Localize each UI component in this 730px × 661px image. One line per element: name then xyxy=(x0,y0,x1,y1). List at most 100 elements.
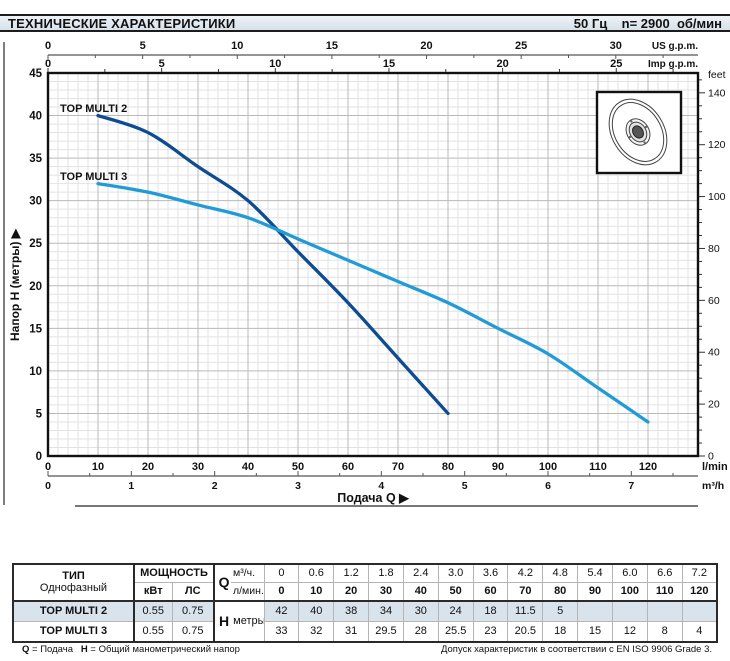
lmin-value: 0 xyxy=(263,582,300,602)
head-m-tick-label: 25 xyxy=(29,238,42,250)
lmin-value: 120 xyxy=(681,582,718,602)
lmin-axis: 0 10 20 30 40 50 60 70 80 90 100 110 120 l/min xyxy=(45,461,728,473)
head-value xyxy=(646,600,683,622)
feet-tick-label: 0 xyxy=(708,451,714,463)
curve-label-top-multi-3: TOP MULTI 3 xyxy=(60,171,127,183)
head-value: 8 xyxy=(646,621,683,643)
x-axis-title: Подача Q ▶ xyxy=(337,491,410,505)
head-value xyxy=(577,600,613,622)
lmin-value: 70 xyxy=(507,582,544,602)
curve-top-multi-3 xyxy=(96,181,650,424)
head-value: 40 xyxy=(298,600,335,622)
y-axis-title: Напор H (метры) ▶ xyxy=(8,228,22,341)
feet-tick-label: 40 xyxy=(708,347,720,359)
head-value: 25.5 xyxy=(437,621,474,643)
curve-label-top-multi-2: TOP MULTI 2 xyxy=(60,103,127,115)
table-row-top-multi-3: TOP MULTI 3 0.55 0.75 33 32 31 29.5 28 25.5 23 20.… xyxy=(12,621,718,643)
footer-legend: Q = Подача H = Общий манометрический нап… xyxy=(22,644,240,655)
imp-gpm-tick-label: 25 xyxy=(610,58,622,70)
us-gpm-tick-label: 0 xyxy=(45,40,51,52)
model-name: TOP MULTI 2 xyxy=(12,600,135,622)
m3h-tick-label: 2 xyxy=(212,480,218,492)
imp-gpm-tick-label: 0 xyxy=(45,58,51,70)
lmin-tick-label: 30 xyxy=(192,461,204,473)
lmin-value: 20 xyxy=(333,582,370,602)
m3h-value: 0.6 xyxy=(298,563,335,583)
m3h-value: 2.4 xyxy=(402,563,439,583)
head-value: 12 xyxy=(611,621,648,643)
footer-q-label: Q xyxy=(22,644,30,655)
lmin-tick-label: 90 xyxy=(492,461,504,473)
us-gpm-tick-label: 5 xyxy=(140,40,146,52)
head-m-tick-label: 10 xyxy=(29,366,42,378)
footer-h-text: = Общий манометрический напор xyxy=(87,644,240,655)
m3h-tick-label: 3 xyxy=(295,480,301,492)
feet-tick-label: 60 xyxy=(708,295,720,307)
m3h-tick-label: 6 xyxy=(545,480,551,492)
m3h-value: 3.6 xyxy=(472,563,509,583)
impeller-rim-inner xyxy=(611,102,665,162)
head-value: 4 xyxy=(681,621,718,643)
m3h-value: 3.0 xyxy=(437,563,474,583)
head-value: 11.5 xyxy=(507,600,544,622)
head-value: 18 xyxy=(472,600,509,622)
us-gpm-unit-label: US g.p.m. xyxy=(652,41,698,52)
head-m-tick-label: 35 xyxy=(29,153,42,165)
lmin-tick-label: 70 xyxy=(392,461,404,473)
m3h-value: 4.2 xyxy=(507,563,544,583)
head-m-tick-label: 30 xyxy=(29,196,42,208)
m3h-value: 4.8 xyxy=(542,563,579,583)
model-name: TOP MULTI 3 xyxy=(12,621,135,643)
imp-gpm-unit-label: Imp g.p.m. xyxy=(648,59,698,70)
head-value: 18 xyxy=(542,621,579,643)
m3h-unit-label: m³/h xyxy=(702,480,724,492)
us-gpm-axis: 0 5 10 15 20 25 30 US g.p.m. xyxy=(45,40,698,59)
page-title: ТЕХНИЧЕСКИЕ ХАРАКТЕРИСТИКИ xyxy=(8,15,236,31)
lmin-tick-label: 20 xyxy=(142,461,154,473)
lmin-tick-label: 120 xyxy=(639,461,657,473)
kw-value: 0.55 xyxy=(133,621,173,643)
m3h-tick-label: 1 xyxy=(128,480,134,492)
head-value: 23 xyxy=(472,621,509,643)
col-header-power: МОЩНОСТЬ xyxy=(133,563,216,583)
frequency-speed: 50 Гц n= 2900 об/мин xyxy=(573,15,722,31)
lmin-tick-label: 40 xyxy=(242,461,254,473)
head-value: 33 xyxy=(263,621,300,643)
feet-tick-label: 20 xyxy=(708,399,720,411)
col-header-type: ТИП Однофазный xyxy=(12,563,135,602)
impeller-bolt xyxy=(644,125,648,129)
lmin-value: 50 xyxy=(437,582,474,602)
lmin-value: 90 xyxy=(577,582,613,602)
plot-border xyxy=(46,71,700,458)
m3h-tick-label: 4 xyxy=(378,480,384,492)
lmin-value: 60 xyxy=(472,582,509,602)
lmin-value: 100 xyxy=(611,582,648,602)
head-value: 31 xyxy=(333,621,370,643)
kw-value: 0.55 xyxy=(133,600,173,622)
m3h-tick-label: 0 xyxy=(45,480,51,492)
impeller-bolt xyxy=(643,141,646,144)
lmin-tick-label: 110 xyxy=(589,461,607,473)
m3h-value: 1.2 xyxy=(333,563,370,583)
imp-gpm-tick-label: 5 xyxy=(159,58,165,70)
feet-unit-label: feet xyxy=(708,69,726,81)
header-bar: ТЕХНИЧЕСКИЕ ХАРАКТЕРИСТИКИ 50 Гц n= 2900… xyxy=(0,14,730,32)
lmin-value: 80 xyxy=(542,582,579,602)
head-value xyxy=(611,600,648,622)
m3h-value: 0 xyxy=(263,563,300,583)
lmin-tick-label: 100 xyxy=(539,461,557,473)
impeller-icon xyxy=(608,98,668,166)
m3h-tick-label: 5 xyxy=(462,480,468,492)
m3h-axis: 0 1 2 3 4 5 6 7 m³/h xyxy=(45,471,724,492)
impeller-rim-outer xyxy=(608,98,668,166)
footer-q-text: = Подача xyxy=(29,644,73,655)
lmin-tick-label: 50 xyxy=(292,461,304,473)
impeller-bolt xyxy=(630,120,633,123)
curve-top-multi-2 xyxy=(96,113,450,416)
imp-gpm-tick-label: 10 xyxy=(269,58,281,70)
